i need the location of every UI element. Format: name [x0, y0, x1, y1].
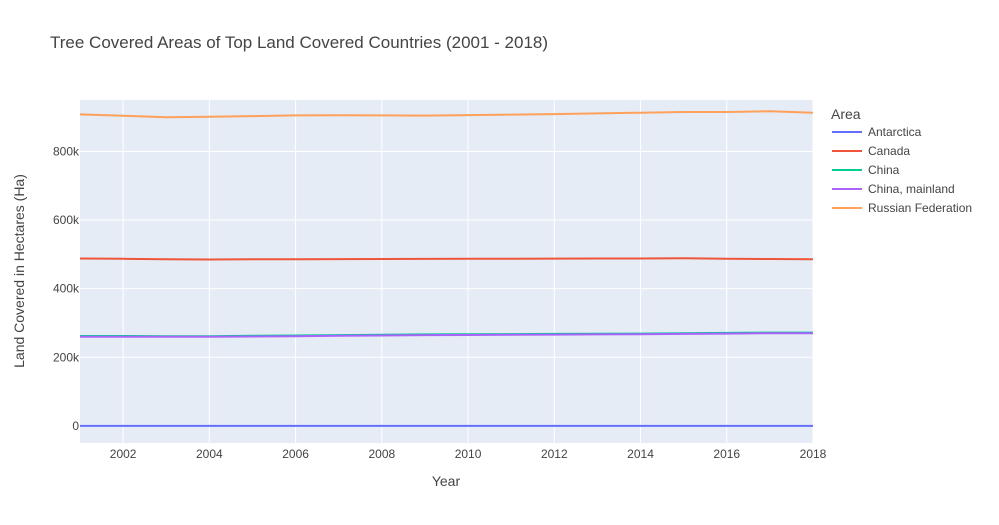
- x-tick-label: 2008: [368, 447, 395, 461]
- legend-title: Area: [831, 106, 861, 122]
- series-line-canada[interactable]: [79, 257, 814, 261]
- x-tick-label: 2010: [455, 447, 482, 461]
- legend-label: China, mainland: [868, 182, 955, 196]
- y-tick-label: 400k: [53, 282, 80, 296]
- chart-title: Tree Covered Areas of Top Land Covered C…: [50, 33, 549, 52]
- series-line-russian-federation[interactable]: [79, 110, 814, 119]
- legend-label: Antarctica: [868, 125, 922, 139]
- x-tick-label: 2016: [713, 447, 740, 461]
- series-lines: [79, 110, 814, 427]
- x-axis-ticks: 2002 2004 2006 2008 2010 2012 2014 2016 2018: [110, 447, 827, 461]
- legend-item[interactable]: Antarctica: [832, 125, 922, 139]
- y-tick-label: 0: [72, 419, 79, 433]
- x-tick-label: 2004: [196, 447, 223, 461]
- legend-label: China: [868, 163, 900, 177]
- series-line-china-mainland[interactable]: [80, 332, 813, 338]
- y-tick-label: 200k: [53, 350, 80, 364]
- x-tick-label: 2018: [800, 447, 827, 461]
- y-axis-ticks: 0 200k 400k 600k 800k: [53, 144, 80, 432]
- x-tick-label: 2014: [627, 447, 654, 461]
- legend-item[interactable]: China, mainland: [832, 182, 955, 196]
- plot-background: [80, 100, 813, 443]
- y-tick-label: 600k: [53, 213, 80, 227]
- x-axis-title: Year: [432, 473, 461, 489]
- legend-item[interactable]: Canada: [832, 144, 910, 158]
- x-tick-label: 2006: [282, 447, 309, 461]
- legend-item[interactable]: China: [832, 163, 900, 177]
- y-axis-title: Land Covered in Hectares (Ha): [11, 174, 27, 368]
- legend[interactable]: Area Antarctica Canada China China, mainlan…: [831, 106, 972, 215]
- legend-label: Canada: [868, 144, 910, 158]
- x-tick-label: 2002: [110, 447, 137, 461]
- legend-label: Russian Federation: [868, 201, 972, 215]
- y-tick-label: 800k: [53, 144, 80, 158]
- legend-item[interactable]: Russian Federation: [832, 201, 972, 215]
- x-tick-label: 2012: [541, 447, 568, 461]
